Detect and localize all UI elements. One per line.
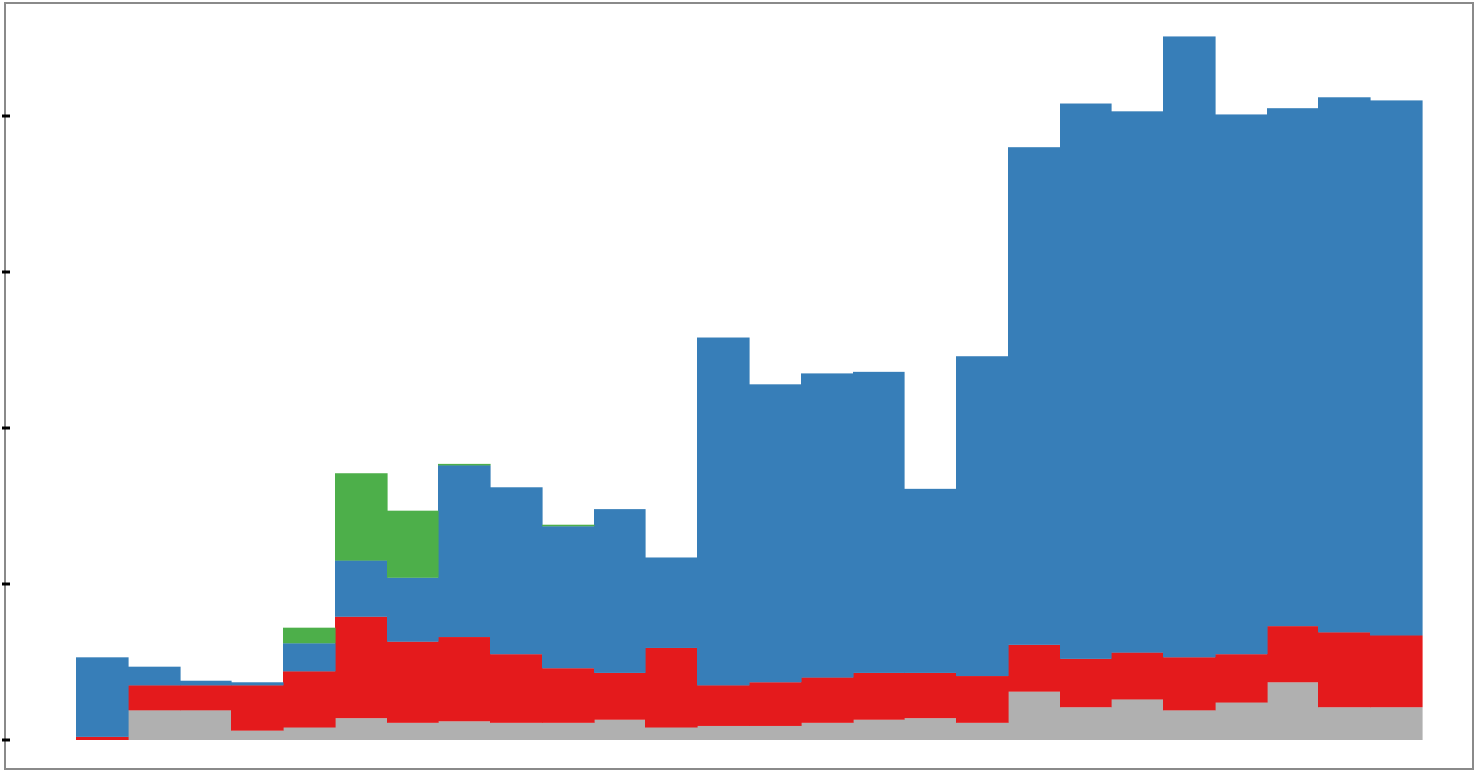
- bar-series3-bin4: [231, 682, 284, 686]
- bar-series3-bin12: [645, 557, 698, 648]
- bar-series1-bin3: [180, 710, 232, 740]
- bar-series2-bin18: [956, 676, 1009, 723]
- bar-series1-bin16: [853, 719, 905, 740]
- bar-series1-bin11: [594, 719, 646, 740]
- bar-series4-bin7: [387, 510, 439, 578]
- bar-series4-bin10: [542, 524, 595, 527]
- bar-series3-bin20: [1060, 103, 1112, 659]
- bar-series2-bin22: [1163, 657, 1216, 711]
- bar-series1-bin6: [335, 718, 388, 740]
- bar-series2-bin26: [1370, 635, 1423, 708]
- bar-series1-bin2: [128, 710, 181, 740]
- bar-series2-bin11: [594, 672, 646, 720]
- bar-series1-bin24: [1267, 682, 1319, 740]
- bar-series2-bin25: [1318, 632, 1371, 708]
- bar-series3-bin15: [801, 373, 854, 678]
- bar-series1-bin17: [904, 718, 957, 740]
- bar-series3-bin14: [749, 384, 802, 683]
- bar-series1-bin15: [801, 722, 854, 740]
- bar-series3-bin26: [1370, 100, 1423, 636]
- bar-series2-bin8: [438, 637, 491, 722]
- bar-series2-bin12: [645, 647, 698, 728]
- bar-series2-bin19: [1008, 644, 1061, 692]
- bar-series4-bin5: [283, 627, 336, 644]
- bar-series1-bin10: [542, 722, 595, 740]
- bar-series2-bin3: [180, 685, 232, 711]
- bar-series3-bin23: [1215, 114, 1268, 655]
- bar-series3-bin9: [490, 487, 543, 655]
- bar-series2-bin9: [490, 654, 543, 723]
- bar-series2-bin14: [749, 682, 802, 726]
- bar-series3-bin16: [853, 371, 905, 673]
- bar-series3-bin21: [1111, 111, 1164, 653]
- bar-series1-bin9: [490, 722, 543, 740]
- bar-series1-bin21: [1111, 699, 1164, 740]
- bar-series1-bin20: [1060, 707, 1112, 740]
- bar-series3-bin2: [128, 666, 181, 686]
- bar-series2-bin4: [231, 685, 284, 731]
- bar-series3-bin7: [387, 577, 439, 642]
- bar-series2-bin1: [76, 736, 129, 740]
- bar-series3-bin3: [180, 680, 232, 686]
- bar-series2-bin2: [128, 685, 181, 711]
- bar-series1-bin5: [283, 727, 336, 740]
- bar-series2-bin21: [1111, 652, 1164, 700]
- bar-series3-bin6: [335, 560, 388, 617]
- bar-series1-bin14: [749, 725, 802, 740]
- bar-series3-bin18: [956, 356, 1009, 677]
- bar-series3-bin1: [76, 657, 129, 737]
- bar-series3-bin19: [1008, 147, 1061, 645]
- bar-series1-bin7: [387, 722, 439, 740]
- bar-series2-bin23: [1215, 654, 1268, 703]
- bar-series1-bin4: [231, 730, 284, 740]
- bar-series1-bin25: [1318, 707, 1371, 740]
- bar-series1-bin22: [1163, 710, 1216, 740]
- bar-series2-bin7: [387, 641, 439, 723]
- bar-series1-bin8: [438, 721, 491, 740]
- bar-series3-bin13: [697, 337, 750, 686]
- bar-series3-bin22: [1163, 36, 1216, 658]
- bar-series1-bin26: [1370, 707, 1423, 740]
- bar-series4-bin6: [335, 473, 388, 561]
- bar-series2-bin17: [904, 672, 957, 719]
- bar-series2-bin6: [335, 616, 388, 719]
- bar-series3-bin17: [904, 488, 957, 673]
- bar-series3-bin11: [594, 509, 646, 673]
- bar-series3-bin5: [283, 643, 336, 672]
- bars-layer: [76, 36, 1423, 740]
- bar-series1-bin18: [956, 722, 1009, 740]
- bar-series2-bin15: [801, 677, 854, 723]
- bar-series2-bin13: [697, 685, 750, 726]
- bar-series1-bin23: [1215, 702, 1268, 740]
- y-ticks-layer: [2, 114, 10, 742]
- bar-series3-bin25: [1318, 97, 1371, 633]
- bar-series1-bin13: [697, 725, 750, 740]
- bar-series1-bin12: [645, 727, 698, 740]
- bar-series4-bin8: [438, 463, 491, 466]
- bar-series3-bin8: [438, 465, 491, 638]
- bar-series2-bin20: [1060, 658, 1112, 708]
- bar-series2-bin5: [283, 671, 336, 728]
- bar-series1-bin19: [1008, 691, 1061, 740]
- bar-series2-bin24: [1267, 626, 1319, 683]
- bar-series2-bin16: [853, 672, 905, 720]
- bar-series3-bin24: [1267, 108, 1319, 627]
- bar-series3-bin10: [542, 526, 595, 669]
- bar-series2-bin10: [542, 668, 595, 723]
